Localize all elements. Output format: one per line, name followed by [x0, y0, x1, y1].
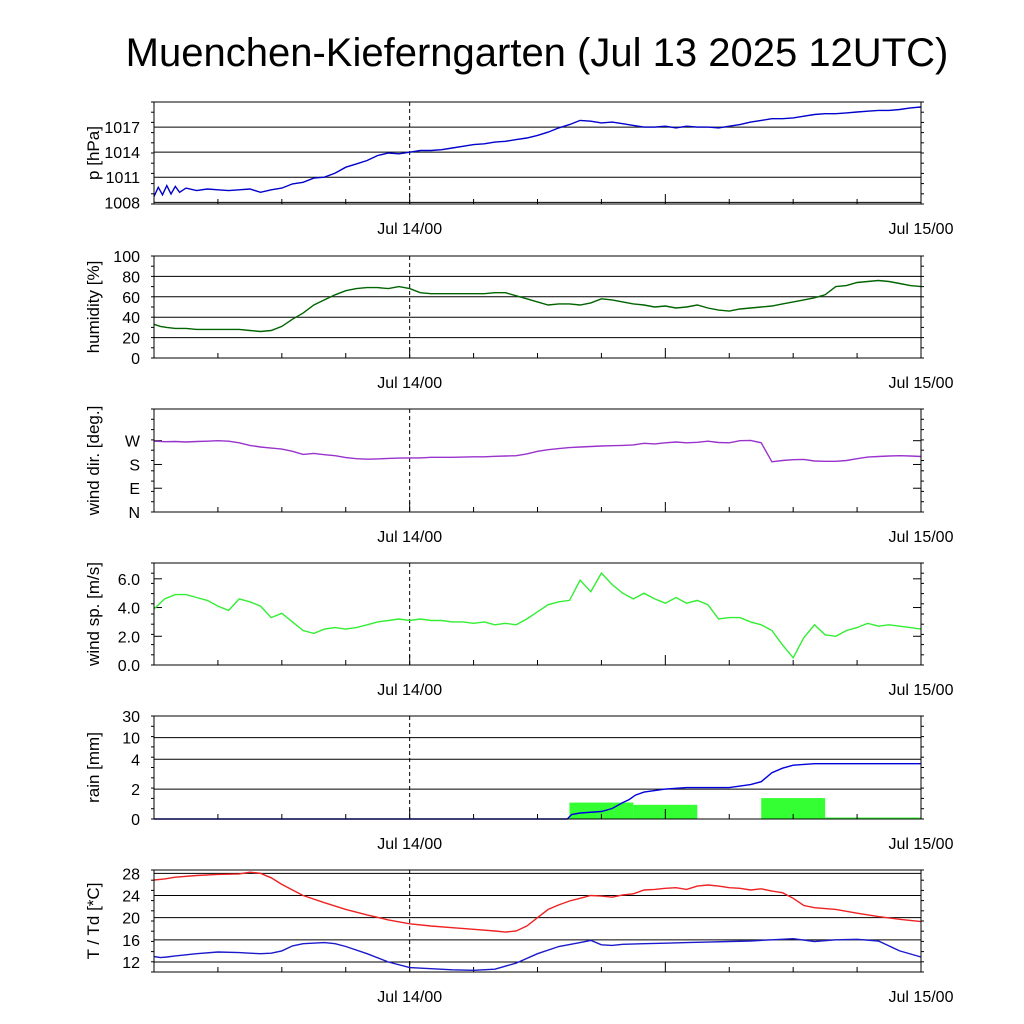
- panel-2: 0 20 40 60 80 100 Jul 14/00 Jul 15/00 humidity […: [84, 249, 954, 392]
- y-tick-label-s: S: [129, 457, 140, 474]
- x-tick-label-jul-15-00: Jul 15/00: [889, 529, 954, 546]
- y-tick-label-6-0: 6.0: [118, 572, 140, 589]
- x-tick-label-jul-15-00: Jul 15/00: [889, 836, 954, 853]
- panel-6: 12 16 20 24 28 Jul 14/00 Jul 15/00 T / Td [*C]: [84, 866, 954, 1006]
- plot-frame: [153, 869, 922, 973]
- x-tick-label-jul-14-00: Jul 14/00: [377, 221, 442, 238]
- plot-frame: [153, 715, 922, 820]
- x-tick-label-jul-15-00: Jul 15/00: [889, 221, 954, 238]
- rain-bar-4: [825, 817, 921, 819]
- x-tick-label-jul-14-00: Jul 14/00: [377, 682, 442, 699]
- chart-title: Muenchen-Kieferngarten (Jul 13 2025 12UT…: [126, 31, 949, 75]
- y-tick-label-1014: 1014: [104, 145, 140, 162]
- y-tick-label-4-0: 4.0: [118, 601, 140, 618]
- y-axis-label-p-hpa: p [hPa]: [84, 126, 103, 180]
- x-tick-label-jul-14-00: Jul 14/00: [377, 375, 442, 392]
- y-tick-label-16: 16: [122, 933, 140, 950]
- plot-frame: [153, 255, 922, 359]
- y-tick-label-28: 28: [122, 866, 140, 883]
- x-tick-label-jul-15-00: Jul 15/00: [889, 989, 954, 1006]
- y-tick-label-0: 0: [131, 812, 140, 829]
- x-tick-label-jul-15-00: Jul 15/00: [889, 375, 954, 392]
- y-axis-label-wind-sp-m-s: wind sp. [m/s]: [84, 562, 103, 667]
- y-axis-label-wind-dir-deg: wind dir. [deg.]: [84, 406, 103, 517]
- y-tick-label-20: 20: [122, 911, 140, 928]
- y-axis-label-humidity: humidity [%]: [84, 261, 103, 354]
- rain-bar-3: [761, 798, 826, 819]
- y-axis-label-t-td-c: T / Td [*C]: [84, 883, 103, 960]
- y-tick-label-40: 40: [122, 310, 140, 327]
- y-tick-label-1011: 1011: [106, 170, 141, 187]
- series-line-wind-dir: [153, 439, 922, 463]
- y-tick-label-4: 4: [131, 752, 140, 769]
- y-tick-label-e: E: [129, 481, 140, 498]
- y-tick-label-100: 100: [113, 249, 140, 266]
- x-tick-label-jul-15-00: Jul 15/00: [889, 682, 954, 699]
- panel-5: 0 2 4 10 30 Jul 14/00 Jul 15/00 rain [mm]: [84, 709, 954, 853]
- y-tick-label-2: 2: [131, 782, 140, 799]
- y-tick-label-1017: 1017: [104, 120, 140, 137]
- series-line-rain-sum: [154, 763, 921, 820]
- series-line-dewpoint: [153, 937, 922, 972]
- y-tick-label-10: 10: [122, 731, 140, 748]
- y-tick-label-60: 60: [122, 290, 140, 307]
- x-tick-label-jul-14-00: Jul 14/00: [377, 989, 442, 1006]
- panel-1: 1008 1011 1014 1017 Jul 14/00 Jul 15/00 p [hPa…: [84, 101, 954, 238]
- y-tick-label-n: N: [128, 505, 140, 522]
- panel-group: 1008 1011 1014 1017 Jul 14/00 Jul 15/00 p [hPa…: [84, 101, 954, 1006]
- series-line-humidity: [153, 279, 922, 333]
- y-axis-label-rain-mm: rain [mm]: [84, 732, 103, 803]
- y-tick-label-1008: 1008: [104, 195, 140, 212]
- series-line-temperature: [153, 871, 922, 933]
- series-line-wind-speed: [153, 571, 922, 660]
- x-tick-label-jul-14-00: Jul 14/00: [377, 836, 442, 853]
- y-tick-label-30: 30: [122, 709, 140, 726]
- y-tick-label-0: 0: [131, 351, 140, 368]
- plot-frame: [153, 562, 922, 666]
- y-tick-label-2-0: 2.0: [118, 629, 140, 646]
- plot-frame: [153, 101, 922, 205]
- y-tick-label-w: W: [125, 434, 141, 451]
- plot-frame: [153, 408, 922, 513]
- series-line-pressure: [153, 106, 922, 197]
- y-tick-label-24: 24: [122, 889, 140, 906]
- panel-4: 0.0 2.0 4.0 6.0 Jul 14/00 Jul 15/00 wind sp. […: [84, 562, 954, 699]
- x-tick-label-jul-14-00: Jul 14/00: [377, 529, 442, 546]
- y-tick-label-0-0: 0.0: [118, 658, 140, 675]
- y-tick-label-20: 20: [122, 331, 140, 348]
- y-tick-label-12: 12: [122, 955, 140, 972]
- y-tick-label-80: 80: [122, 269, 140, 286]
